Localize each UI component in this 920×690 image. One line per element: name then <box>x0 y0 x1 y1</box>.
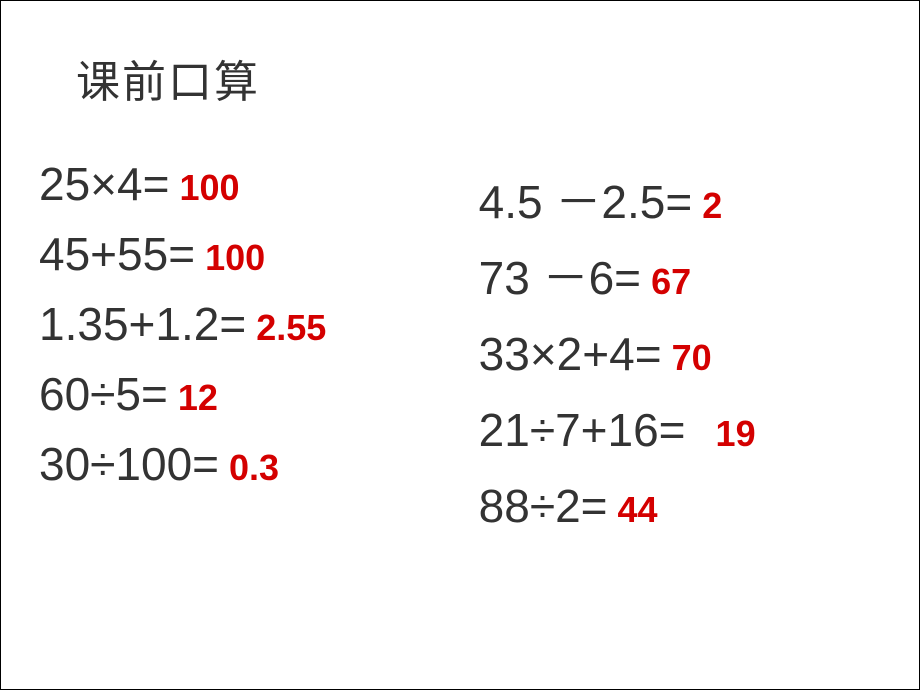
answer: 2 <box>702 188 722 224</box>
expression: 30÷100= <box>39 441 219 487</box>
expression: 33×2+4= <box>479 331 662 377</box>
expression: 21÷7+16= <box>479 407 686 453</box>
expression: 1.35+1.2= <box>39 301 246 347</box>
expression: 73 －6= <box>479 255 641 301</box>
exercise-row: 25×4= 100 <box>39 161 479 207</box>
exercise-content: 25×4= 100 45+55= 100 1.35+1.2= 2.55 60÷5… <box>39 161 889 559</box>
right-column: 4.5 －2.5= 2 73 －6= 67 33×2+4= 70 21÷7+16… <box>479 161 889 559</box>
exercise-row: 73 －6= 67 <box>479 255 889 301</box>
answer: 0.3 <box>229 450 279 486</box>
left-column: 25×4= 100 45+55= 100 1.35+1.2= 2.55 60÷5… <box>39 161 479 559</box>
answer: 100 <box>179 170 239 206</box>
exercise-row: 33×2+4= 70 <box>479 331 889 377</box>
answer: 44 <box>618 492 658 528</box>
exercise-row: 60÷5= 12 <box>39 371 479 417</box>
expression: 45+55= <box>39 231 195 277</box>
expression: 60÷5= <box>39 371 168 417</box>
expression: 4.5 －2.5= <box>479 179 693 225</box>
exercise-row: 1.35+1.2= 2.55 <box>39 301 479 347</box>
answer: 12 <box>178 380 218 416</box>
answer: 70 <box>672 340 712 376</box>
answer: 67 <box>651 264 691 300</box>
exercise-row: 4.5 －2.5= 2 <box>479 179 889 225</box>
answer: 100 <box>205 240 265 276</box>
expression: 25×4= <box>39 161 169 207</box>
exercise-row: 88÷2= 44 <box>479 483 889 529</box>
answer: 2.55 <box>256 310 326 346</box>
exercise-row: 21÷7+16= 19 <box>479 407 889 453</box>
expression: 88÷2= <box>479 483 608 529</box>
page-title: 课前口算 <box>76 46 260 110</box>
exercise-row: 30÷100= 0.3 <box>39 441 479 487</box>
exercise-row: 45+55= 100 <box>39 231 479 277</box>
answer: 19 <box>716 416 756 452</box>
